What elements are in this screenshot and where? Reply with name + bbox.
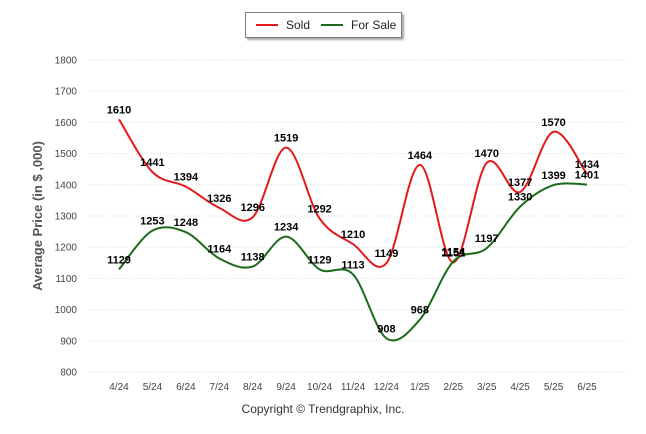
y-tick-label: 1800 bbox=[55, 56, 78, 67]
x-tick-label: 5/24 bbox=[143, 382, 163, 393]
data-label: 1377 bbox=[508, 177, 532, 189]
data-label: 1129 bbox=[308, 254, 332, 266]
legend-swatch-for-sale bbox=[321, 24, 343, 26]
legend-swatch-sold bbox=[256, 24, 278, 26]
legend-label-for-sale: For Sale bbox=[351, 18, 397, 32]
data-label: 1434 bbox=[575, 159, 600, 171]
data-label: 1296 bbox=[240, 202, 264, 214]
data-label: 968 bbox=[411, 305, 429, 317]
data-label: 1330 bbox=[508, 192, 532, 204]
data-label: 1470 bbox=[474, 148, 498, 160]
data-label: 1197 bbox=[475, 233, 499, 245]
x-tick-label: 7/24 bbox=[210, 382, 230, 393]
x-axis-ticks: 4/24 5/24 6/24 7/24 8/24 9/24 10/24 11/24 12/24 1… bbox=[109, 382, 597, 393]
legend: Sold For Sale bbox=[245, 12, 402, 38]
x-tick-label: 6/25 bbox=[577, 382, 597, 393]
x-tick-label: 3/25 bbox=[477, 382, 497, 393]
data-label: 1129 bbox=[107, 254, 131, 266]
data-label: 1519 bbox=[274, 133, 298, 145]
data-label: 1610 bbox=[107, 104, 131, 116]
y-axis-label: Average Price (in $ ,000) bbox=[30, 141, 45, 291]
data-label: 1326 bbox=[207, 193, 231, 205]
data-label: 1292 bbox=[307, 203, 331, 215]
y-tick-label: 1000 bbox=[55, 305, 78, 316]
data-label: 1149 bbox=[374, 248, 398, 260]
y-tick-label: 1600 bbox=[55, 118, 78, 129]
legend-item-sold: Sold bbox=[256, 13, 310, 37]
y-tick-label: 900 bbox=[60, 336, 77, 347]
data-label: 1570 bbox=[541, 117, 565, 129]
data-label: 1394 bbox=[174, 172, 199, 184]
x-tick-label: 9/24 bbox=[276, 382, 296, 393]
data-label: 1138 bbox=[241, 252, 265, 264]
x-tick-label: 11/24 bbox=[341, 382, 366, 393]
data-label: 1441 bbox=[140, 157, 164, 169]
y-tick-label: 1500 bbox=[55, 149, 78, 160]
data-label: 1401 bbox=[575, 169, 599, 181]
y-tick-label: 1300 bbox=[55, 212, 78, 223]
data-label: 1164 bbox=[207, 243, 232, 255]
x-tick-label: 5/25 bbox=[544, 382, 564, 393]
x-tick-label: 6/24 bbox=[176, 382, 196, 393]
data-label: 1151 bbox=[441, 247, 465, 259]
data-label: 1399 bbox=[541, 170, 565, 182]
data-label: 1154 bbox=[441, 247, 466, 259]
series-lines bbox=[118, 118, 588, 342]
y-axis-ticks: 800 900 1000 1100 1200 1300 1400 1500 1600 1700 18… bbox=[55, 56, 78, 379]
data-label: 1234 bbox=[274, 222, 299, 234]
data-label: 1248 bbox=[174, 217, 198, 229]
x-tick-label: 10/24 bbox=[307, 382, 332, 393]
data-label: 1113 bbox=[341, 259, 364, 271]
legend-label-sold: Sold bbox=[286, 18, 311, 32]
grid-lines bbox=[88, 59, 626, 373]
data-labels: 1610 1441 1394 1326 1296 1519 1292 1210 1149 1464… bbox=[107, 104, 600, 335]
y-tick-label: 1700 bbox=[55, 87, 78, 98]
data-label: 908 bbox=[377, 323, 395, 335]
data-label: 1253 bbox=[140, 216, 164, 228]
copyright-footer: Copyright © Trendgraphix, Inc. bbox=[241, 402, 405, 416]
y-tick-label: 1200 bbox=[55, 243, 78, 254]
y-tick-label: 1400 bbox=[55, 180, 78, 191]
series-line-for-sale bbox=[118, 182, 588, 342]
x-tick-label: 8/24 bbox=[243, 382, 263, 393]
series-line-sold bbox=[118, 118, 588, 268]
y-tick-label: 1100 bbox=[55, 274, 77, 285]
data-label: 1464 bbox=[408, 150, 433, 162]
y-tick-label: 800 bbox=[60, 368, 77, 379]
x-tick-label: 4/24 bbox=[109, 382, 129, 393]
x-tick-label: 12/24 bbox=[374, 382, 399, 393]
x-tick-label: 4/25 bbox=[510, 382, 530, 393]
data-label: 1210 bbox=[341, 229, 365, 241]
legend-item-for-sale: For Sale bbox=[321, 13, 396, 37]
x-tick-label: 2/25 bbox=[444, 382, 464, 393]
x-tick-label: 1/25 bbox=[410, 382, 430, 393]
